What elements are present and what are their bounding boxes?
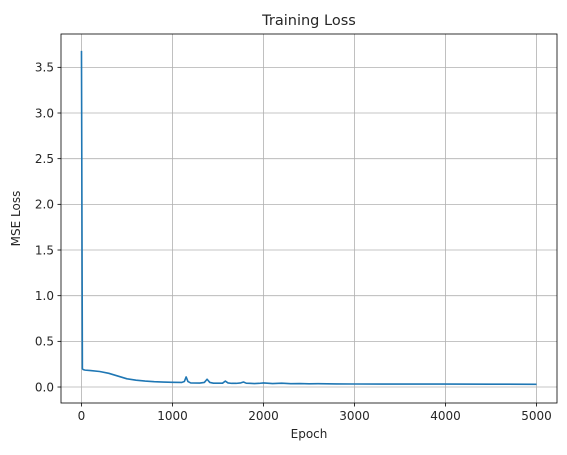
y-tick-label: 3.5 bbox=[35, 61, 54, 75]
loss-series-line bbox=[80, 50, 537, 386]
y-tick-label: 1.0 bbox=[35, 289, 54, 303]
y-tick-label: 2.0 bbox=[35, 198, 54, 212]
plot-frame bbox=[60, 33, 558, 404]
x-tick-label: 4000 bbox=[430, 409, 461, 423]
ticks: 0 1000 2000 3000 4000 5000 0.0 0.5 1.0 1.5 2.0 2.5 3… bbox=[35, 61, 552, 423]
x-tick-label: 0 bbox=[78, 409, 86, 423]
chart-title: Training Loss bbox=[261, 13, 356, 29]
x-tick-label: 3000 bbox=[339, 409, 370, 423]
y-tick-label: 0.0 bbox=[35, 380, 54, 394]
grid bbox=[61, 34, 557, 403]
y-tick-label: 1.5 bbox=[35, 243, 54, 257]
x-tick-label: 1000 bbox=[157, 409, 188, 423]
x-tick-label: 5000 bbox=[521, 409, 552, 423]
y-tick-label: 0.5 bbox=[35, 335, 54, 349]
y-tick-label: 2.5 bbox=[35, 152, 54, 166]
plot-area bbox=[80, 50, 537, 386]
y-axis-label: MSE Loss bbox=[9, 191, 23, 247]
x-tick-label: 2000 bbox=[248, 409, 279, 423]
y-tick-label: 3.0 bbox=[35, 106, 54, 120]
x-axis-label: Epoch bbox=[291, 427, 328, 441]
